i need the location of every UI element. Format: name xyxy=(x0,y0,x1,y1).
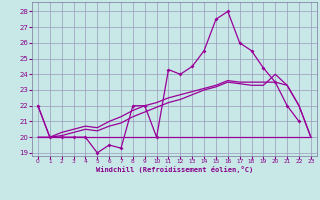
X-axis label: Windchill (Refroidissement éolien,°C): Windchill (Refroidissement éolien,°C) xyxy=(96,166,253,173)
